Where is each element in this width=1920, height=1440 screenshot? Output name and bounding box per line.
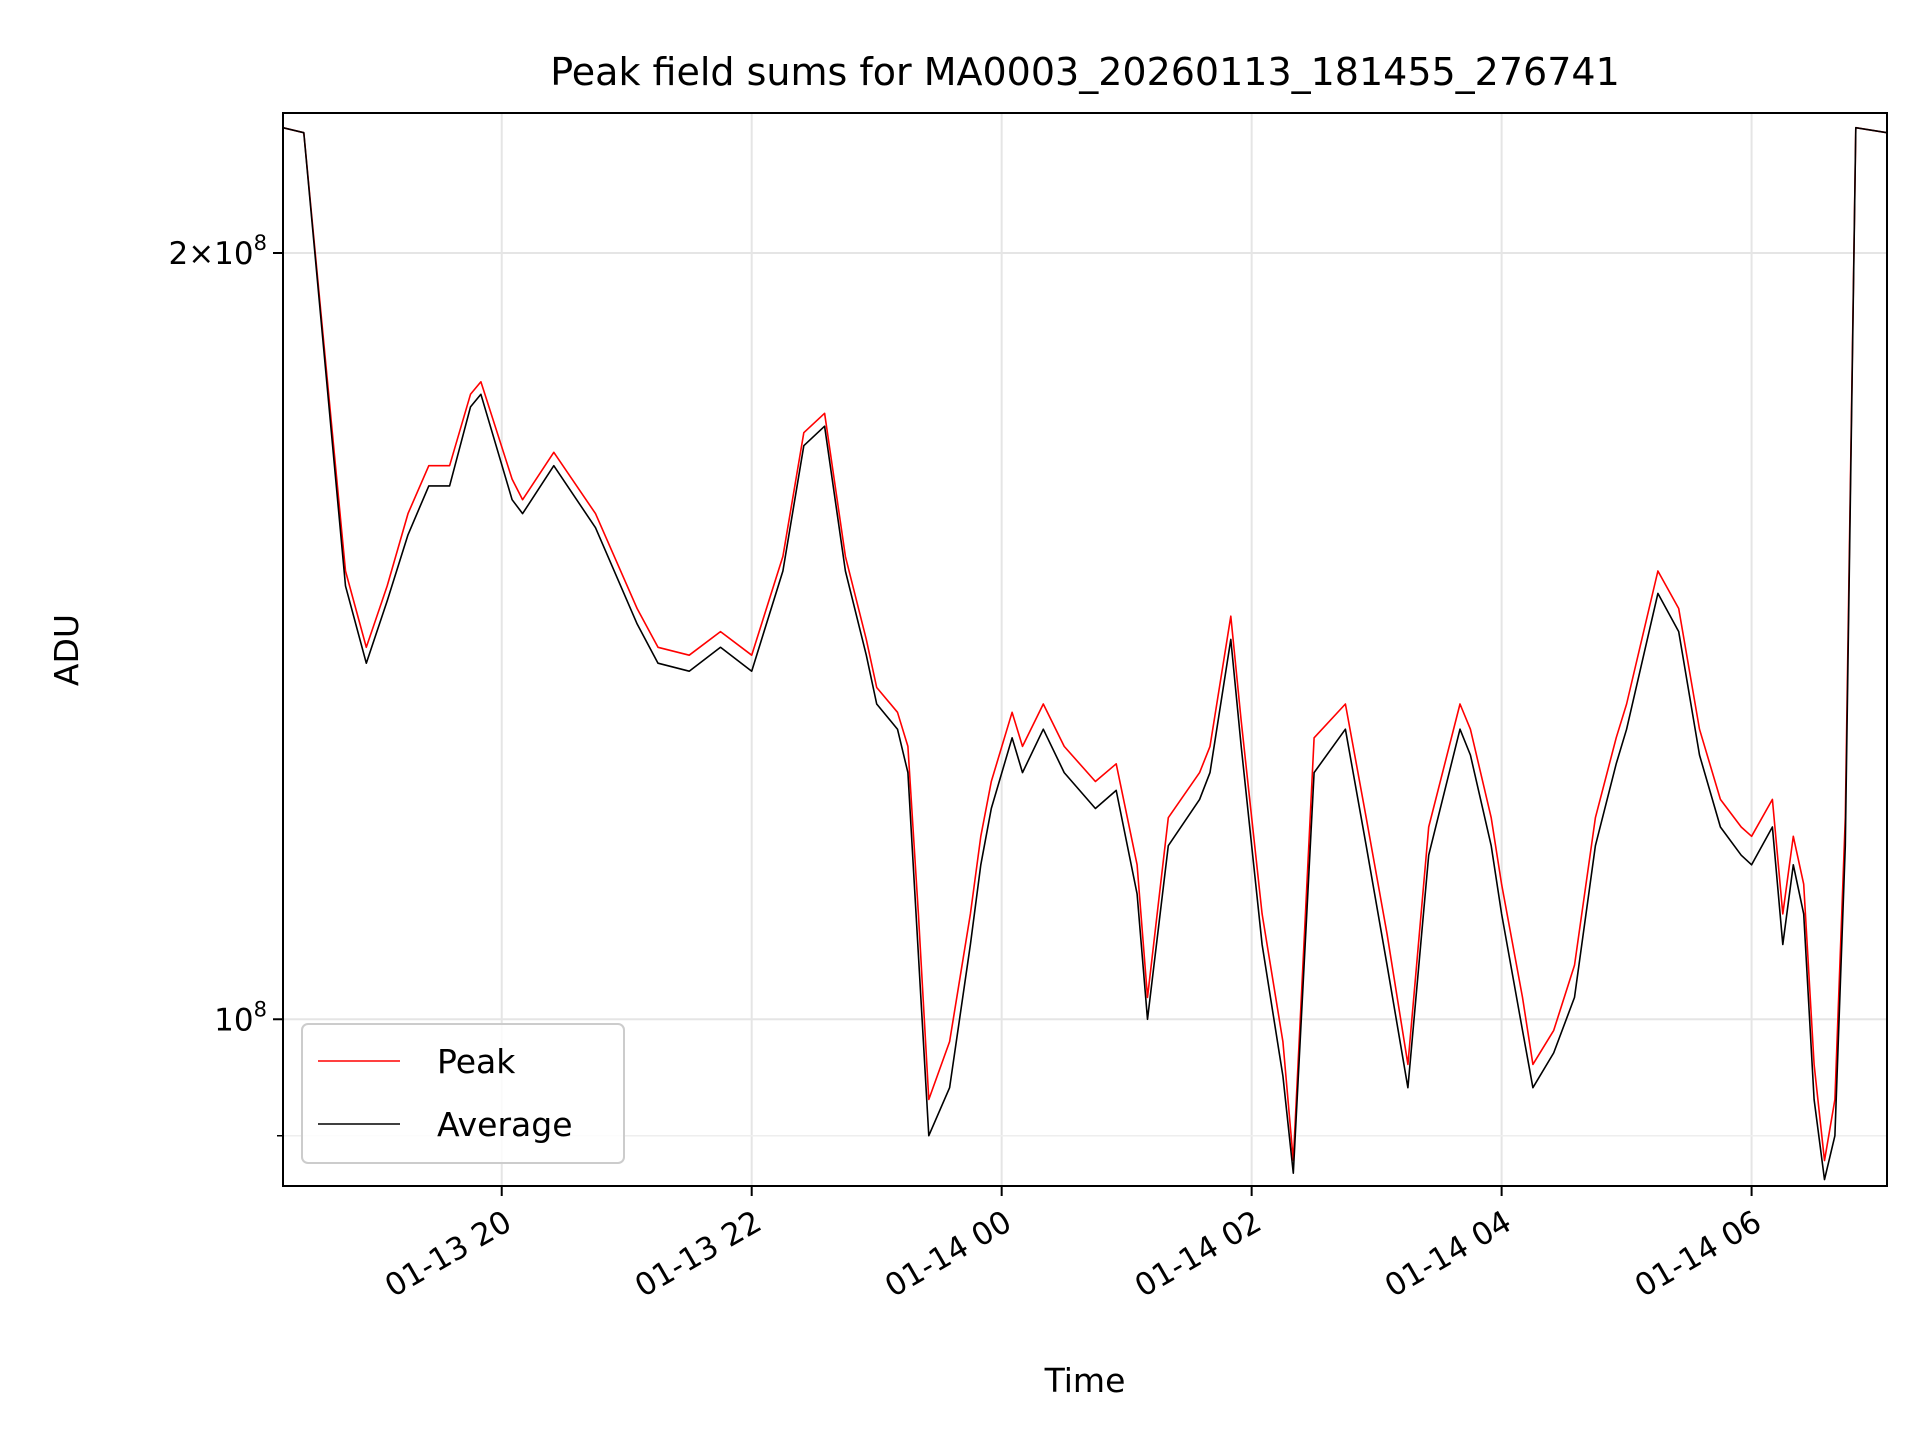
legend-label-peak: Peak [437,1042,516,1081]
legend-label-average: Average [437,1105,573,1144]
x-axis-label: Time [1044,1361,1126,1400]
chart-title: Peak field sums for MA0003_20260113_1814… [550,50,1620,94]
y-tick-label: 2×108 [168,231,267,272]
series-line-peak [282,126,1888,1162]
plot-area [283,113,1887,1186]
legend-box [301,1023,625,1164]
y-axis-label: ADU [47,614,86,686]
legend: Peak Average [301,1023,625,1164]
series-layer [282,126,1888,1181]
series-line-average [282,126,1888,1181]
gridlines [283,113,1887,1186]
plot-frame [282,112,1888,1187]
